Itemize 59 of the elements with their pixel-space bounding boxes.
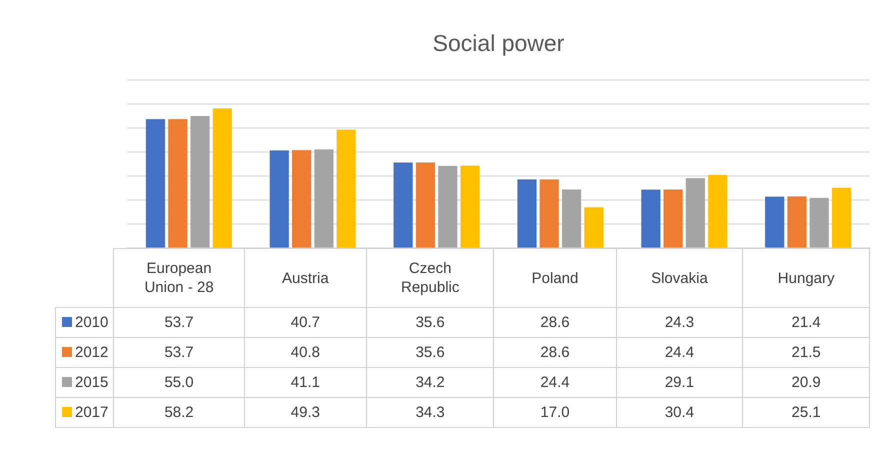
data-label: 25.1 (742, 398, 870, 428)
bar (270, 150, 289, 248)
bar (438, 166, 458, 248)
bar (416, 162, 436, 248)
bar (314, 149, 334, 248)
legend-label: 2010 (56, 308, 114, 338)
x-tick-label: Slovakia (616, 248, 743, 308)
data-label: 24.3 (616, 308, 743, 338)
data-label: 58.2 (114, 398, 244, 428)
data-label: 28.6 (494, 308, 616, 338)
data-label: 34.2 (366, 368, 494, 398)
bar (540, 179, 559, 248)
bar (810, 198, 829, 248)
x-tick-label: Poland (494, 248, 616, 308)
x-tick-label: European Union - 28 (114, 248, 244, 308)
x-tick-label: Austria (244, 248, 366, 308)
bar (292, 150, 312, 248)
data-label: 40.7 (244, 308, 366, 338)
bar (686, 178, 705, 248)
data-label: 40.8 (244, 338, 366, 368)
data-label: 29.1 (616, 368, 743, 398)
legend-label: 2015 (56, 368, 114, 398)
chart-title: Social power (432, 30, 566, 57)
bar (146, 119, 166, 248)
data-label: 24.4 (616, 338, 743, 368)
data-label: 21.4 (742, 308, 870, 338)
bar (212, 108, 232, 248)
data-label: 34.3 (366, 398, 494, 428)
data-label: 41.1 (244, 368, 366, 398)
data-label: 21.5 (742, 338, 870, 368)
bar (190, 116, 210, 248)
bar (562, 189, 582, 248)
x-tick-label: Czech Republic (366, 248, 494, 308)
bar (765, 196, 784, 248)
data-label: 17.0 (494, 398, 616, 428)
bar (641, 190, 660, 248)
data-label: 55.0 (114, 368, 244, 398)
bar (168, 119, 188, 248)
data-label: 35.6 (366, 308, 494, 338)
bar (584, 207, 604, 248)
data-label: 49.3 (244, 398, 366, 428)
data-label: 53.7 (114, 338, 244, 368)
x-tick-label: Hungary (742, 248, 870, 308)
data-label: 53.7 (114, 308, 244, 338)
data-label: 28.6 (494, 338, 616, 368)
data-label: 20.9 (742, 368, 870, 398)
bar (394, 162, 413, 248)
bar (832, 188, 852, 248)
bar (787, 196, 807, 248)
legend-label: 2012 (56, 338, 114, 368)
data-label: 30.4 (616, 398, 743, 428)
bar (708, 175, 728, 248)
data-label: 24.4 (494, 368, 616, 398)
bar (517, 179, 537, 248)
bar (336, 130, 356, 248)
legend-label: 2017 (56, 398, 114, 428)
bar (460, 166, 480, 248)
data-label: 35.6 (366, 338, 494, 368)
bar (664, 189, 683, 248)
